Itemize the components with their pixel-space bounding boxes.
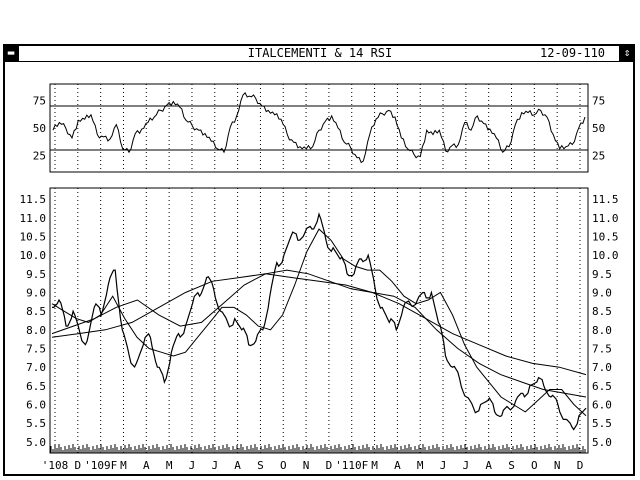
chart-window xyxy=(3,44,635,476)
price-y-tick-right: 7.5 xyxy=(592,342,612,355)
price-y-tick-right: 7.0 xyxy=(592,361,612,374)
price-y-tick-left: 5.0 xyxy=(26,436,46,449)
title-bar xyxy=(3,44,635,62)
x-tick-label: N xyxy=(554,459,561,472)
x-tick-label: D xyxy=(577,459,584,472)
x-tick-label: A xyxy=(143,459,150,472)
x-tick-label: N xyxy=(303,459,310,472)
price-y-tick-left: 11.0 xyxy=(20,212,47,225)
price-y-tick-right: 8.5 xyxy=(592,305,612,318)
x-tick-label: M xyxy=(120,459,127,472)
price-y-tick-right: 9.5 xyxy=(592,268,612,281)
x-tick-label: O xyxy=(531,459,538,472)
rsi-y-tick-right: 75 xyxy=(592,95,605,108)
price-y-tick-left: 9.5 xyxy=(26,268,46,281)
x-tick-label: D xyxy=(326,459,333,472)
x-tick-label: A xyxy=(394,459,401,472)
price-y-tick-left: 6.0 xyxy=(26,398,46,411)
x-tick-label: J xyxy=(463,459,470,472)
rsi-y-tick-left: 25 xyxy=(33,150,46,163)
price-y-tick-right: 10.5 xyxy=(592,231,619,244)
price-y-tick-right: 11.5 xyxy=(592,193,619,206)
x-tick-label: J xyxy=(211,459,218,472)
rsi-plot-frame xyxy=(49,83,589,173)
rsi-panel: 75 75 50 50 25 25 xyxy=(33,83,605,173)
x-tick-label: M xyxy=(371,459,378,472)
x-tick-label: S xyxy=(257,459,264,472)
x-tick-label: '109F xyxy=(84,459,117,472)
price-y-tick-left: 7.0 xyxy=(26,361,46,374)
volume-bars xyxy=(50,444,586,453)
x-tick-label: J xyxy=(440,459,447,472)
price-y-tick-right: 8.0 xyxy=(592,324,612,337)
price-y-tick-left: 10.5 xyxy=(20,231,47,244)
price-y-tick-right: 5.5 xyxy=(592,417,612,430)
x-tick-label: D xyxy=(75,459,82,472)
price-y-tick-left: 11.5 xyxy=(20,193,47,206)
window-date: 12-09-110 xyxy=(540,46,606,60)
moving-average-1-line xyxy=(51,228,587,417)
x-tick-label: M xyxy=(417,459,424,472)
x-tick-label: '108 xyxy=(42,459,69,472)
price-plot-frame xyxy=(49,187,589,454)
price-y-tick-right: 5.0 xyxy=(592,436,612,449)
price-y-tick-right: 6.0 xyxy=(592,398,612,411)
rsi-y-tick-left: 75 xyxy=(33,95,46,108)
x-tick-label: O xyxy=(280,459,287,472)
x-tick-label: '110F xyxy=(335,459,368,472)
rsi-y-tick-left: 50 xyxy=(33,122,46,135)
price-y-tick-left: 9.0 xyxy=(26,287,46,300)
x-tick-label: M xyxy=(166,459,173,472)
rsi-y-tick-right: 50 xyxy=(592,122,605,135)
x-tick-label: A xyxy=(485,459,492,472)
rsi-y-tick-right: 25 xyxy=(592,150,605,163)
moving-average-3-line xyxy=(51,273,587,376)
price-line xyxy=(52,212,587,431)
price-panel: '108 D '109F M A M J J A S O N D '110F M A M J J A S O N D11.5 1… xyxy=(20,187,619,472)
price-y-tick-left: 8.0 xyxy=(26,324,46,337)
minus-icon[interactable]: ▬ xyxy=(3,44,19,62)
price-y-tick-left: 6.5 xyxy=(26,380,46,393)
rsi-series-line xyxy=(52,91,586,164)
price-y-tick-right: 9.0 xyxy=(592,287,612,300)
x-tick-label: J xyxy=(189,459,196,472)
window-title: ITALCEMENTI & 14 RSI xyxy=(247,46,393,60)
up-down-arrows-icon[interactable]: ⇕ xyxy=(619,44,635,62)
price-y-tick-right: 11.0 xyxy=(592,212,619,225)
price-y-tick-left: 10.0 xyxy=(20,249,47,262)
moving-average-2-line xyxy=(51,269,587,398)
price-y-tick-left: 7.5 xyxy=(26,342,46,355)
price-y-tick-right: 6.5 xyxy=(592,380,612,393)
x-tick-label: S xyxy=(508,459,515,472)
price-y-tick-left: 5.5 xyxy=(26,417,46,430)
price-y-tick-right: 10.0 xyxy=(592,249,619,262)
price-y-tick-left: 8.5 xyxy=(26,305,46,318)
x-tick-label: A xyxy=(234,459,241,472)
